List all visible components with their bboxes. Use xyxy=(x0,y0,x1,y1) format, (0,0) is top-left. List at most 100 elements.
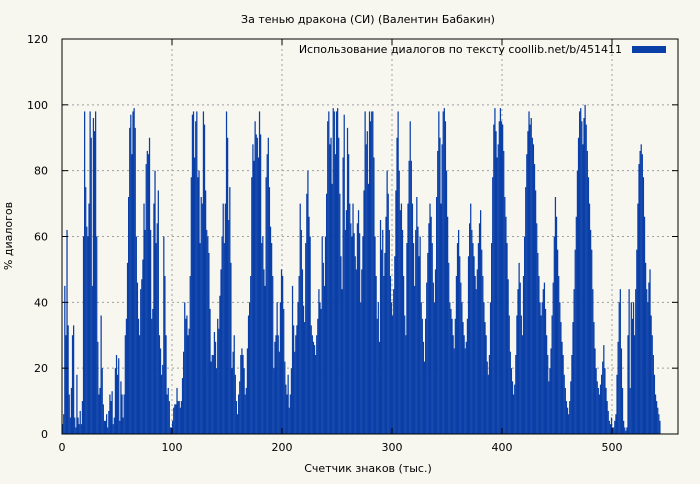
bar xyxy=(112,424,114,435)
bar xyxy=(493,124,495,434)
bar xyxy=(537,252,539,434)
bar xyxy=(276,302,278,434)
bar xyxy=(419,236,421,434)
bar xyxy=(271,243,273,434)
bar xyxy=(157,190,159,434)
bar xyxy=(602,361,604,434)
bar xyxy=(64,285,66,435)
bar xyxy=(371,111,373,435)
bar xyxy=(532,144,535,434)
bar xyxy=(650,315,652,434)
bar xyxy=(257,157,260,434)
bar xyxy=(78,424,80,435)
bar xyxy=(376,318,378,434)
bar xyxy=(169,427,172,434)
bar xyxy=(363,190,365,434)
bar xyxy=(641,154,643,434)
bar xyxy=(324,236,327,434)
bar xyxy=(507,279,509,434)
bar xyxy=(312,341,315,434)
bar xyxy=(195,121,197,434)
bar xyxy=(66,229,68,434)
bar xyxy=(593,322,595,434)
bar xyxy=(79,410,81,434)
bar xyxy=(566,407,569,434)
bar xyxy=(299,203,301,434)
bar xyxy=(306,193,308,434)
bar xyxy=(145,164,147,434)
bar xyxy=(268,187,271,435)
bar xyxy=(388,229,390,434)
bar xyxy=(401,229,404,434)
bar xyxy=(496,157,498,434)
bar xyxy=(189,276,191,434)
bar xyxy=(423,361,426,434)
bar xyxy=(617,341,619,434)
bar xyxy=(639,150,641,435)
bar xyxy=(265,177,267,434)
bar xyxy=(86,226,88,435)
bar xyxy=(530,118,532,434)
bar xyxy=(207,236,209,434)
bar xyxy=(564,387,566,434)
bar xyxy=(549,368,551,434)
x-tick-label: 500 xyxy=(602,441,623,454)
bar xyxy=(309,236,311,434)
bar xyxy=(373,157,375,434)
bar xyxy=(588,203,591,434)
bar xyxy=(519,282,521,434)
bar xyxy=(282,276,284,434)
bar xyxy=(106,414,108,434)
bar xyxy=(456,243,459,434)
bar xyxy=(69,417,71,434)
bar xyxy=(274,341,276,434)
bar xyxy=(289,394,291,434)
bar xyxy=(465,341,467,434)
bar xyxy=(414,285,416,435)
bar xyxy=(296,325,298,435)
bar xyxy=(405,335,407,434)
bar xyxy=(166,394,168,434)
bar xyxy=(584,104,586,434)
bar xyxy=(531,137,533,434)
y-tick-label: 40 xyxy=(34,296,48,309)
bar xyxy=(152,308,154,434)
bar xyxy=(77,417,79,434)
bar xyxy=(418,256,420,434)
bar xyxy=(258,111,261,435)
bar xyxy=(128,197,130,434)
bar xyxy=(172,420,174,434)
bar xyxy=(346,127,349,435)
bar xyxy=(509,351,511,434)
bar xyxy=(295,335,297,434)
bar xyxy=(220,269,222,434)
bar xyxy=(126,262,129,434)
bar xyxy=(495,131,497,435)
bar xyxy=(174,404,176,435)
y-tick-label: 20 xyxy=(34,362,48,375)
bar xyxy=(631,318,634,434)
bar xyxy=(367,183,370,434)
bar xyxy=(443,108,445,435)
bar xyxy=(103,420,106,434)
bar xyxy=(101,368,103,434)
y-tick-label: 0 xyxy=(41,428,48,441)
bar xyxy=(256,137,258,434)
bar xyxy=(558,276,560,434)
bar xyxy=(643,216,646,434)
bar xyxy=(235,401,238,434)
bar xyxy=(508,315,510,434)
bar xyxy=(87,236,89,434)
bar xyxy=(218,328,220,434)
bar xyxy=(379,220,382,434)
bar xyxy=(331,183,333,434)
bar xyxy=(99,387,101,434)
bar xyxy=(560,322,562,434)
bar xyxy=(561,341,563,434)
bar xyxy=(610,417,613,434)
bar xyxy=(504,197,506,434)
bar xyxy=(267,137,269,434)
bar xyxy=(536,223,538,434)
bar xyxy=(115,355,118,434)
bar xyxy=(150,229,152,434)
